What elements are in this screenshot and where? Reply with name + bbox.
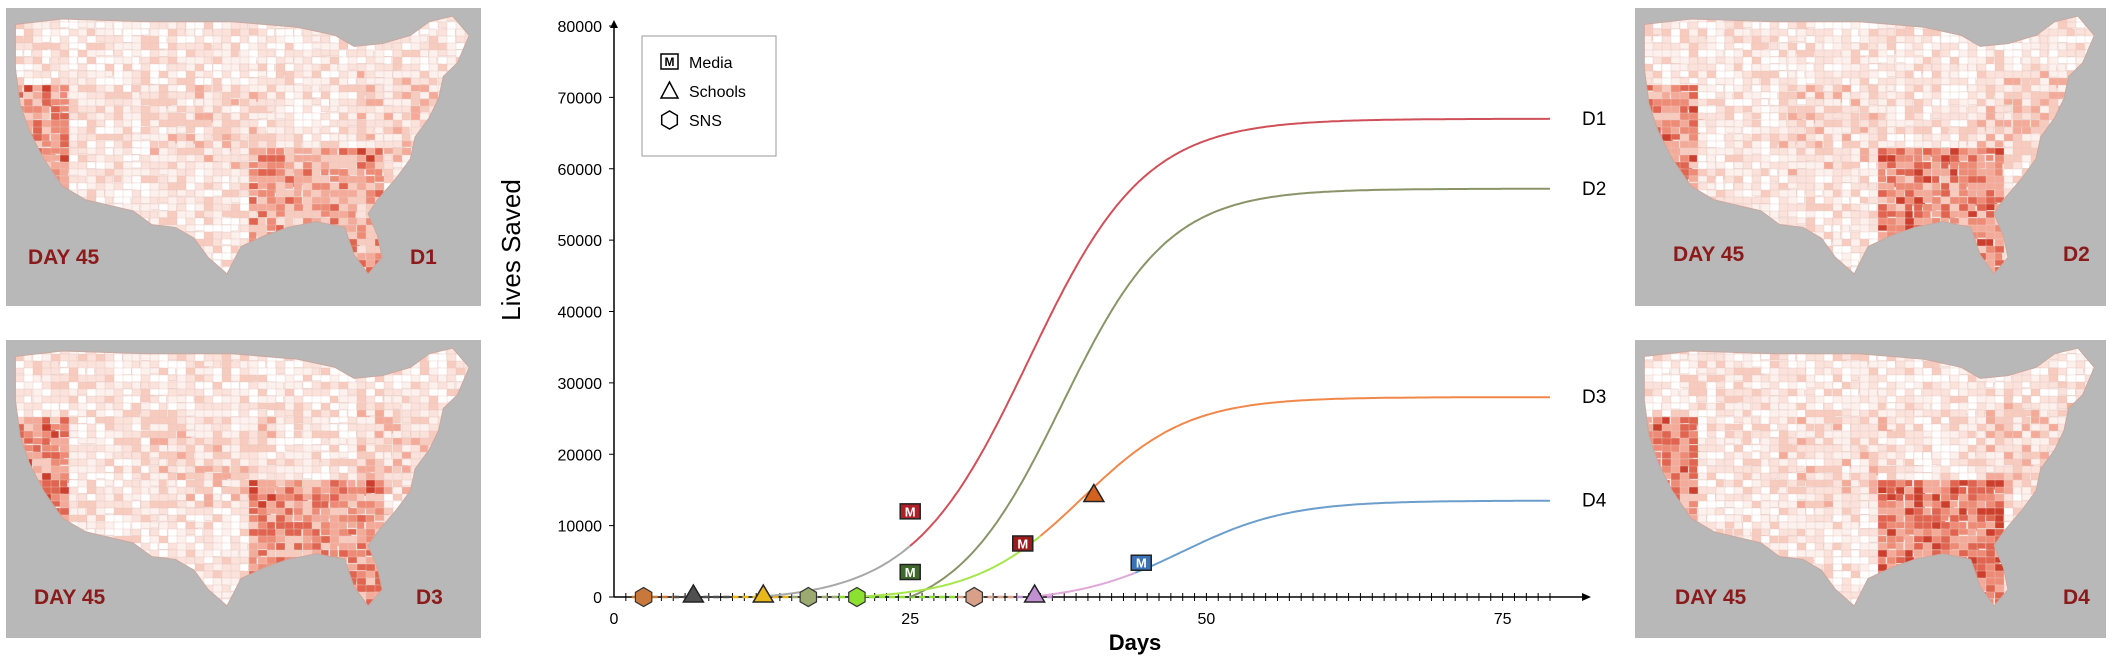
x-tick-label: 25 (901, 611, 919, 628)
legend-item: M Media (660, 53, 733, 72)
x-tick-label: 0 (610, 611, 619, 628)
media-marker: M (1130, 554, 1152, 571)
schools-marker (1082, 483, 1106, 503)
y-tick-label: 50000 (558, 233, 603, 250)
series-line-pre (1028, 571, 1136, 598)
series-line (1134, 499, 1551, 574)
y-tick-label: 10000 (558, 519, 603, 536)
y-axis-ticks: 0 10000 20000 30000 40000 50000 60000 70000 8000… (558, 19, 614, 607)
series-curves (631, 117, 1551, 599)
schools-marker (1023, 583, 1046, 603)
map-panel-d2: DAY 45 D2 (1635, 8, 2106, 306)
series-line-pre (756, 545, 911, 598)
schools-marker (682, 583, 705, 603)
us-county-map (14, 15, 470, 275)
series-line (1039, 396, 1550, 537)
map-day-label: DAY 45 (1675, 586, 1747, 609)
series-line (909, 187, 1550, 598)
x-tick-label: 50 (1198, 611, 1216, 628)
media-marker: M (899, 503, 921, 520)
y-tick-label: 60000 (558, 162, 603, 179)
us-county-map (1643, 15, 2095, 275)
x-axis-arrow (1582, 593, 1591, 601)
y-tick-label: 20000 (558, 447, 603, 464)
lives-saved-chart: 0 10000 20000 30000 40000 50000 60000 70000 8000… (496, 19, 1607, 655)
map-scenario-label: D3 (416, 586, 443, 609)
y-tick-label: 40000 (558, 305, 603, 322)
legend-item: Schools (659, 80, 746, 101)
sns-marker (634, 586, 653, 608)
y-tick-label: 80000 (558, 19, 603, 36)
map-scenario-label: D2 (2063, 243, 2090, 266)
map-day-label: DAY 45 (1673, 243, 1745, 266)
x-axis-title: Days (1109, 630, 1162, 655)
y-tick-label: 0 (593, 590, 602, 607)
series-label: D4 (1582, 491, 1607, 512)
us-county-map (14, 347, 470, 607)
sns-marker (965, 586, 983, 608)
map-day-label: DAY 45 (34, 586, 106, 609)
map-panel-d1: DAY 45 D1 (6, 8, 481, 306)
series-label: D1 (1582, 109, 1606, 130)
sns-marker (799, 586, 818, 608)
chart-legend: M Media Schools SNS (641, 35, 777, 157)
legend-label: Schools (689, 84, 746, 101)
y-tick-label: 30000 (558, 376, 603, 393)
series-line (909, 117, 1551, 547)
y-axis-arrow (610, 20, 618, 28)
map-panel-d4: DAY 45 D4 (1635, 340, 2106, 638)
map-panel-d3: DAY 45 D3 (6, 340, 481, 638)
media-marker: M (899, 563, 921, 581)
series-line-pre (850, 535, 1042, 598)
legend-item: SNS (660, 110, 722, 130)
y-tick-label: 70000 (558, 90, 603, 107)
schools-marker (751, 583, 775, 603)
y-axis-title: Lives Saved (496, 179, 526, 321)
series-labels: D1 D2 D3 D4 (1582, 109, 1607, 512)
sns-marker (848, 586, 866, 608)
map-scenario-label: D4 (2063, 586, 2090, 609)
map-scenario-label: D1 (410, 246, 437, 269)
series-label: D2 (1582, 179, 1606, 200)
legend-label: Media (689, 55, 733, 72)
series-label: D3 (1582, 387, 1606, 408)
x-axis-ticks: 0 25 50 75 (610, 611, 1512, 628)
us-county-map (1643, 347, 2095, 607)
legend-label: SNS (689, 113, 722, 130)
event-markers: M M M M (634, 483, 1152, 608)
map-day-label: DAY 45 (28, 246, 100, 269)
x-tick-label: 75 (1494, 611, 1512, 628)
media-marker: M (1012, 535, 1034, 552)
